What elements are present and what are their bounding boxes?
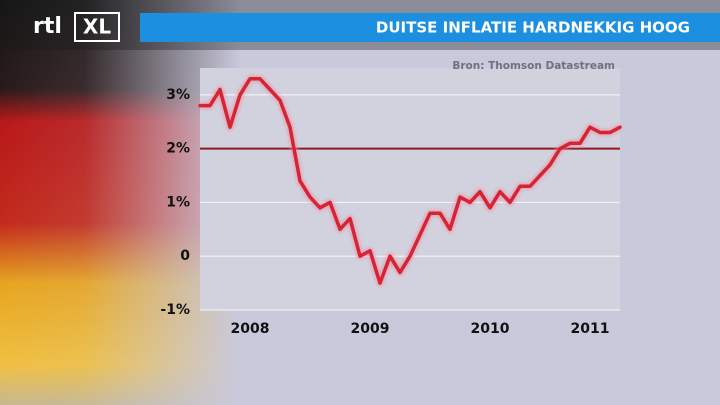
- y-tick-label: 3%: [166, 87, 190, 103]
- plot-area: [200, 68, 620, 310]
- logo-rtl: rtl: [33, 14, 62, 39]
- x-tick-label: 2009: [351, 321, 390, 337]
- plot: -1% 0 1% 2% 3% 2008 2009 2010 2011: [160, 75, 622, 337]
- x-tick-label: 2010: [471, 321, 510, 337]
- x-tick-label: 2011: [571, 321, 610, 337]
- title-bar: [140, 13, 720, 42]
- y-tick-label: 2%: [166, 141, 190, 157]
- y-tick-label: -1%: [160, 302, 190, 318]
- y-tick-label: 1%: [166, 194, 190, 210]
- line-series: [198, 77, 622, 285]
- x-tick-label: 2008: [231, 321, 270, 337]
- logo-xl: XL: [83, 15, 111, 39]
- y-tick-label: 0: [180, 248, 190, 264]
- chart-title: DUITSE INFLATIE HARDNEKKIG HOOG: [376, 19, 690, 37]
- logo-box: [74, 12, 120, 42]
- source: Bron: Thomson Datastream: [452, 60, 615, 72]
- logo: rtl XL: [33, 12, 120, 42]
